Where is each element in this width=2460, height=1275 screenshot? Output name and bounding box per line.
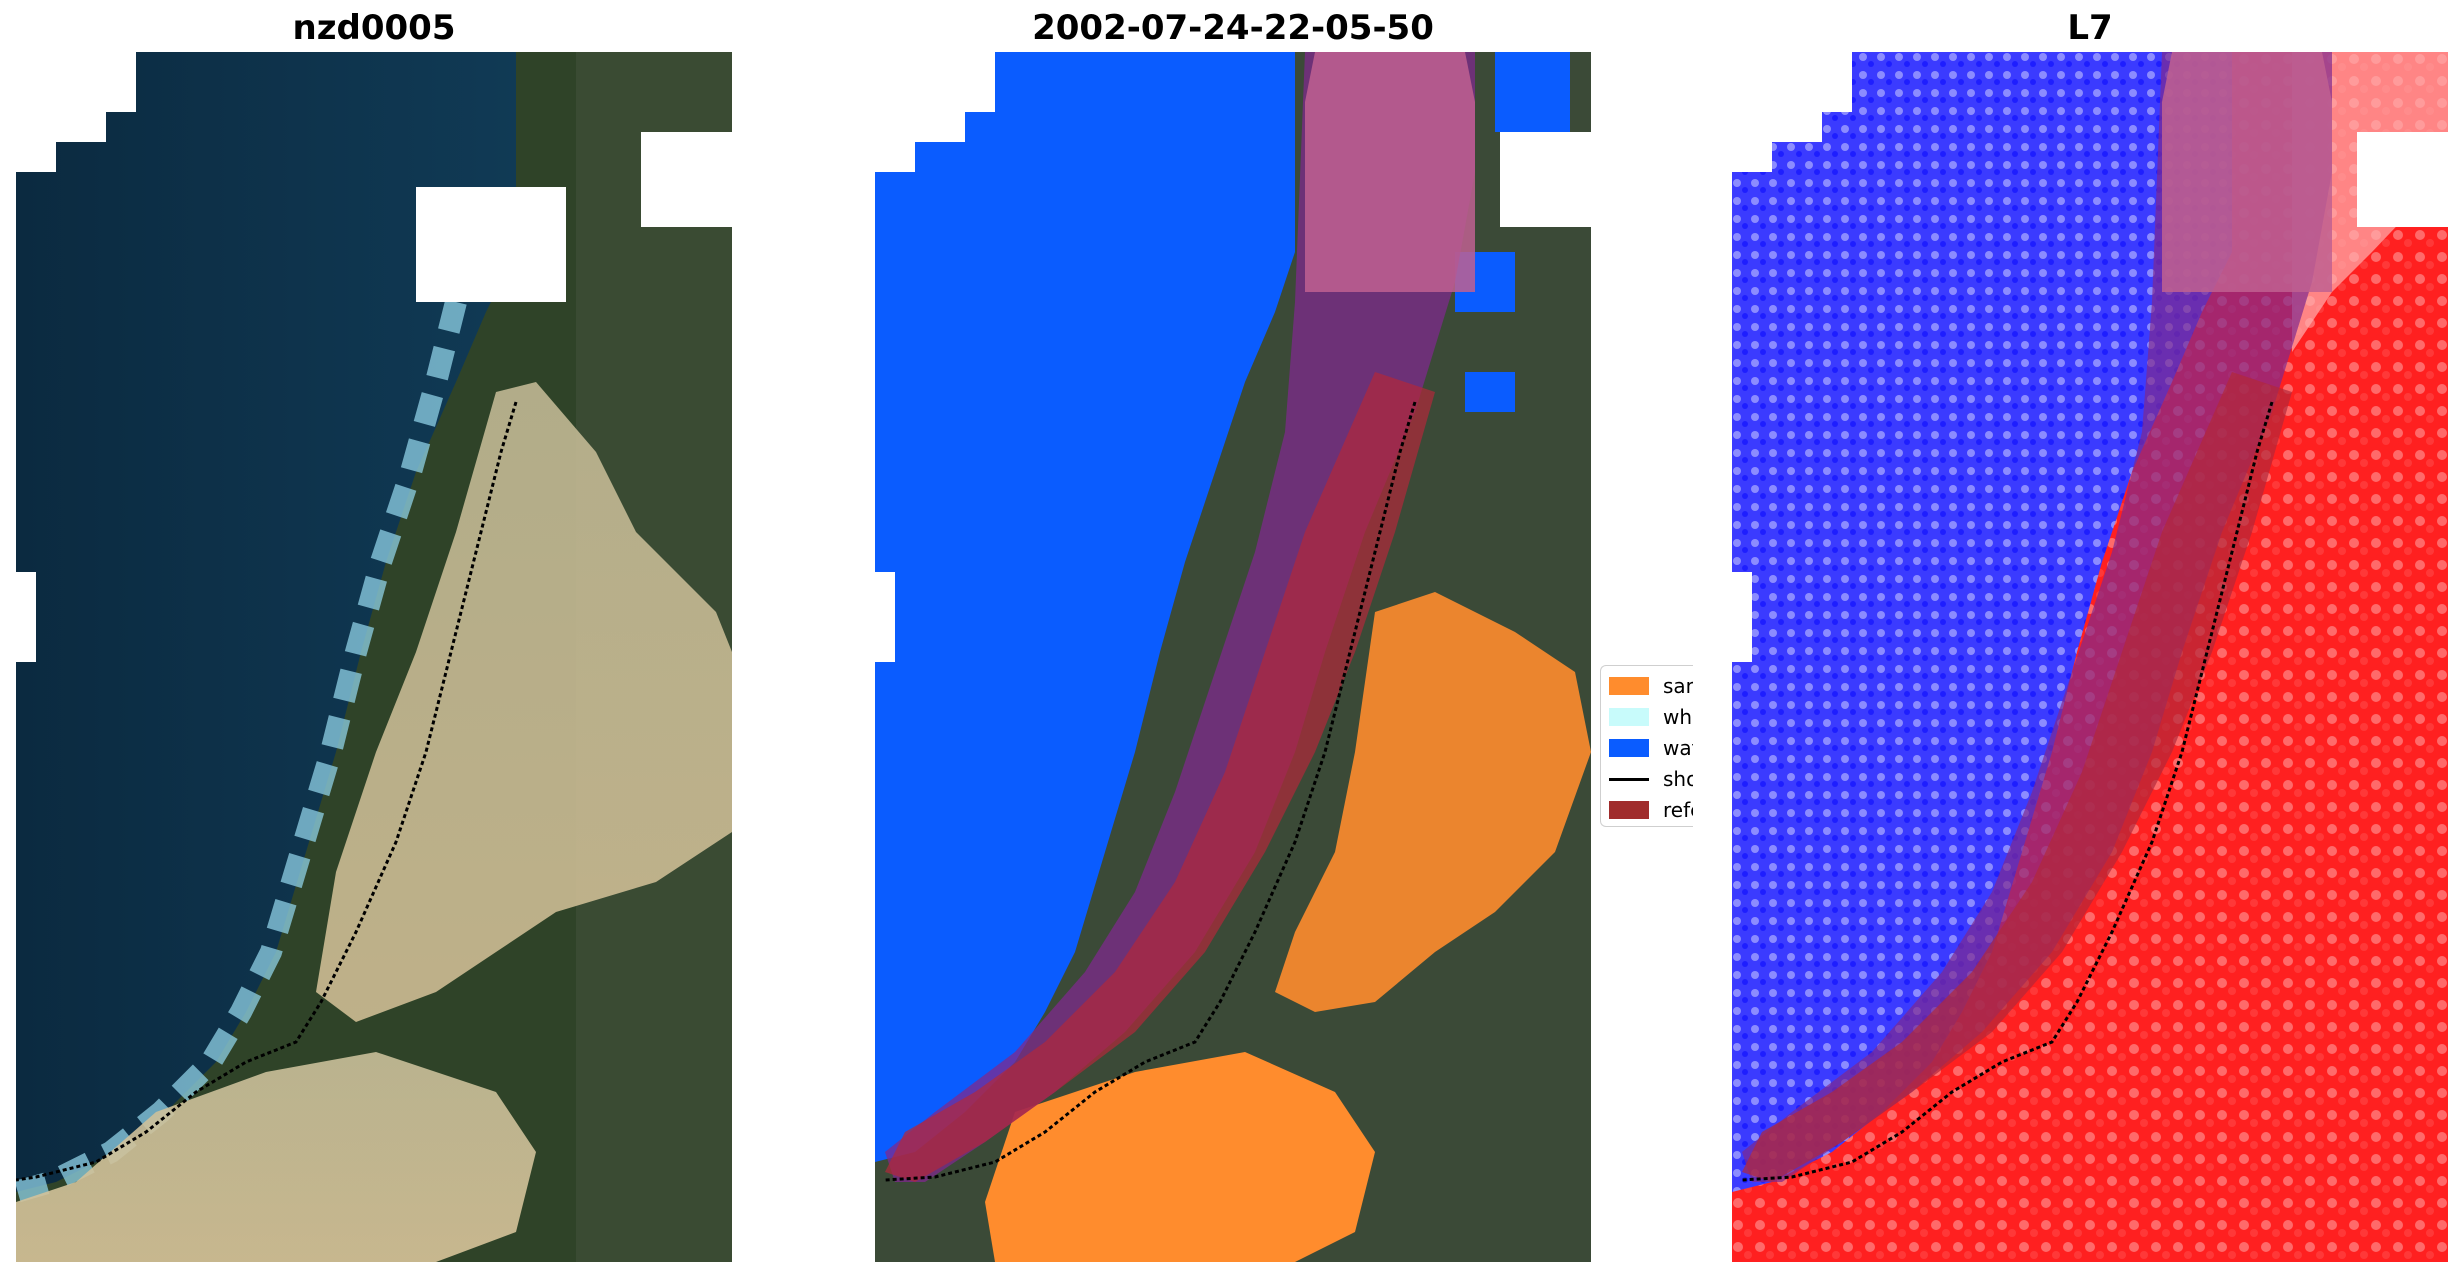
- legend-label: shorel: [1663, 767, 1693, 791]
- sand-swatch: [1609, 677, 1649, 695]
- mndwi-image-panel: [1732, 52, 2448, 1262]
- legend: sand whitew water shorel referen: [1600, 665, 1693, 827]
- sand-class-beach: [985, 1052, 1375, 1262]
- classified-image-panel: [875, 52, 1591, 1262]
- sand-class-area: [1275, 592, 1591, 1012]
- mndwi-image: [1732, 52, 2448, 1262]
- mndwi-water-area: [1732, 52, 2232, 1192]
- panel-title-classified: 2002-07-24-22-05-50: [1032, 8, 1434, 48]
- rgb-image-panel: [16, 52, 732, 1262]
- legend-label: sand: [1663, 674, 1693, 698]
- panel-title-rgb: nzd0005: [292, 8, 456, 48]
- legend-item-reference: referen: [1609, 796, 1693, 824]
- shoreline: [1741, 401, 2274, 1182]
- rgb-image: [16, 52, 732, 1262]
- dune-area: [316, 382, 732, 1022]
- beach-area: [16, 1052, 536, 1262]
- ocean-area: [16, 52, 516, 1192]
- reference-swatch: [1609, 801, 1649, 819]
- shoreline: [884, 401, 1417, 1182]
- legend-label: referen: [1663, 798, 1693, 822]
- legend-label: water: [1663, 736, 1693, 760]
- legend-item-whitewater: whitew: [1609, 703, 1693, 731]
- legend-item-sand: sand: [1609, 672, 1693, 700]
- shoreline-line-swatch: [1609, 777, 1649, 781]
- buffer-overlay: [885, 52, 1475, 1182]
- legend-item-water: water: [1609, 734, 1693, 762]
- water-swatch: [1609, 739, 1649, 757]
- legend-label: whitew: [1663, 705, 1693, 729]
- reference-overlay: [885, 372, 1435, 1182]
- legend-item-shoreline: shorel: [1609, 765, 1693, 793]
- classified-image: [875, 52, 1591, 1262]
- shoreline: [16, 401, 518, 1182]
- panel-title-mndwi: L7: [2067, 8, 2113, 48]
- reference-overlay: [1742, 372, 2292, 1182]
- water-class-area: [875, 52, 1295, 1162]
- whitewater-swatch: [1609, 708, 1649, 726]
- buffer-overlay: [1742, 52, 2332, 1182]
